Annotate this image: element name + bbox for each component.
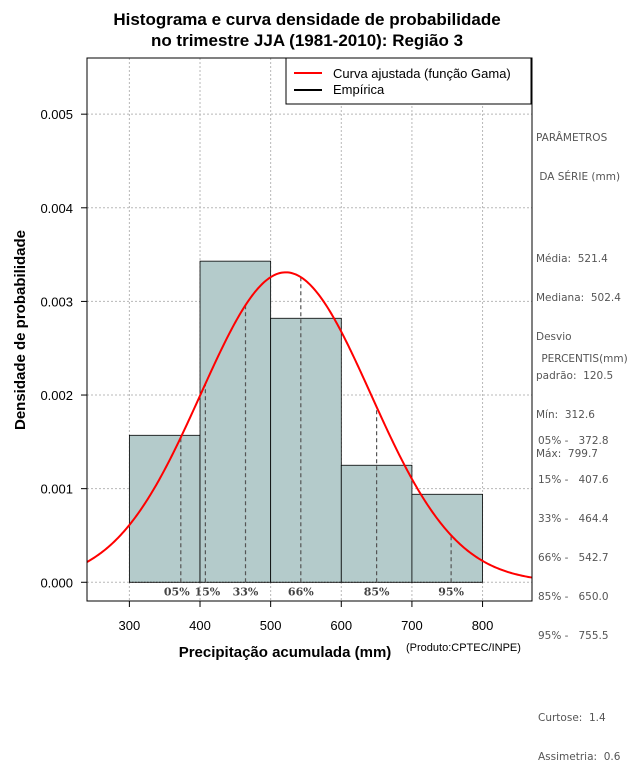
fitted-curve-line [86, 271, 533, 579]
y-tick-label-4: 0.004 [40, 201, 73, 216]
histogram-bar-2 [199, 260, 272, 583]
x-tick-label-800: 800 [472, 618, 494, 633]
histogram-bar-1 [128, 434, 201, 583]
histogram-bars [128, 260, 483, 583]
percentis-heading: PERCENTIS(mm) [538, 353, 628, 365]
percentile-lines [180, 277, 452, 583]
percentile-label-66%: 66% [288, 585, 314, 598]
percentil-66: 66% - 542.7 [538, 552, 609, 564]
percentile-label-15%: 15% [195, 585, 221, 598]
percentil-05: 05% - 372.8 [538, 435, 609, 447]
param-median: Mediana: 502.4 [536, 292, 621, 304]
percentil-95: 95% - 755.5 [538, 630, 609, 642]
fitted-curve-layer [86, 271, 533, 579]
y-tick-label-5: 0.005 [40, 107, 73, 122]
chart-title-line-2: no trimestre JJA (1981-2010): Região 3 [151, 31, 463, 50]
param-min: Mín: 312.6 [536, 409, 595, 421]
param-max: Máx: 799.7 [536, 448, 598, 460]
params-heading-line-1: PARÂMETROS [536, 132, 608, 144]
x-axis-label: Precipitação acumulada (mm) [179, 644, 392, 660]
legend: Curva ajustada (função Gama) Empírica [285, 57, 532, 105]
y-tick-label-2: 0.002 [40, 388, 73, 403]
y-tick-label-3: 0.003 [40, 294, 73, 309]
percentil-85: 85% - 650.0 [538, 591, 609, 603]
percentil-15: 15% - 407.6 [538, 474, 609, 486]
percentile-label-33%: 33% [233, 585, 259, 598]
param-sd-value: padrão: 120.5 [536, 370, 614, 382]
product-credit: (Produto:CPTEC/INPE) [406, 642, 521, 654]
legend-label-curve: Curva ajustada (função Gama) [333, 66, 511, 81]
percentile-label-85%: 85% [364, 585, 390, 598]
x-tick-label-500: 500 [260, 618, 282, 633]
y-tick-label-0: 0.000 [40, 575, 73, 590]
y-tick-label-1: 0.001 [40, 482, 73, 497]
percentile-label-05%: 05% [164, 585, 190, 598]
x-tick-label-600: 600 [330, 618, 352, 633]
chart-title-line-1: Histograma e curva densidade de probabil… [113, 10, 500, 29]
histogram-bar-3 [270, 317, 342, 583]
histogram-chart: Histograma e curva densidade de probabil… [12, 10, 533, 660]
series-parameters-panel: PARÂMETROS DA SÉRIE (mm) Média: 521.4 Me… [536, 106, 621, 474]
stat-skewness: Assimetria: 0.6 [538, 751, 621, 763]
histogram-bar-5 [411, 493, 483, 583]
params-heading-line-2: DA SÉRIE (mm) [536, 171, 621, 183]
legend-label-empirical: Empírica [333, 82, 385, 97]
percentile-labels: 05% 15% 33% 66% 85% 95% [164, 585, 465, 598]
y-axis-label: Densidade de probabilidade [12, 230, 29, 430]
x-tick-label-700: 700 [401, 618, 423, 633]
x-tick-label-300: 300 [119, 618, 141, 633]
percentil-33: 33% - 464.4 [538, 513, 609, 525]
param-mean: Média: 521.4 [536, 253, 608, 265]
percentiles-panel: PERCENTIS(mm) 05% - 372.8 15% - 407.6 33… [538, 327, 628, 777]
percentile-label-95%: 95% [438, 585, 464, 598]
legend-box [285, 57, 532, 105]
param-sd-label: Desvio [536, 331, 572, 343]
stat-kurtosis: Curtose: 1.4 [538, 712, 606, 724]
x-tick-label-400: 400 [189, 618, 211, 633]
